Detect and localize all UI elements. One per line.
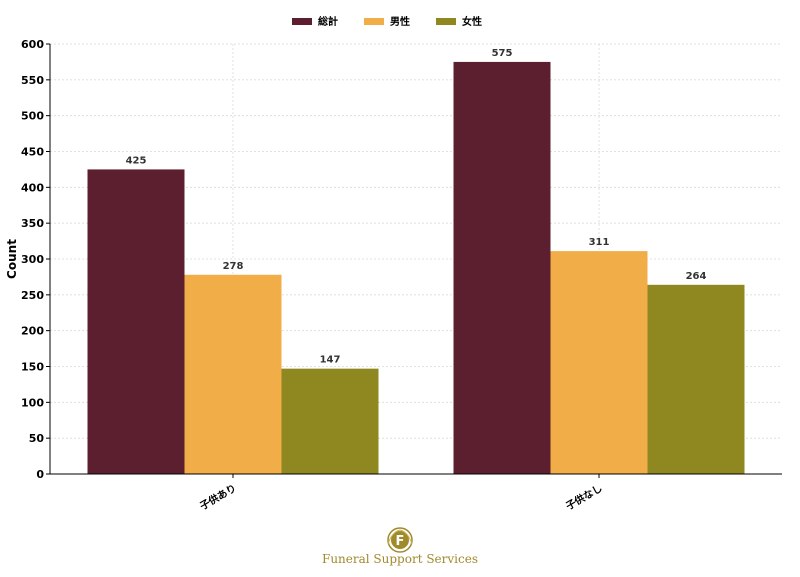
y-tick-label: 550: [21, 74, 44, 87]
bar-男性-子供あり: [184, 274, 282, 474]
y-tick-label: 50: [29, 432, 45, 445]
legend-swatch: [364, 18, 384, 25]
bar-女性-子供なし: [647, 284, 745, 474]
svg-text:F: F: [396, 534, 405, 549]
company-logo: F Funeral Support Services: [300, 526, 500, 570]
logo-emblem-icon: F: [387, 527, 413, 553]
y-axis-label: Count: [5, 239, 19, 279]
y-tick-label: 400: [21, 181, 44, 194]
y-tick-label: 500: [21, 110, 44, 123]
bar-男性-子供なし: [550, 251, 648, 474]
y-tick-label: 200: [21, 325, 44, 338]
y-tick-label: 600: [21, 38, 44, 51]
data-label: 278: [223, 261, 244, 272]
data-label: 575: [492, 48, 513, 59]
y-tick-label: 450: [21, 146, 44, 159]
legend-swatch: [292, 18, 312, 25]
y-tick-label: 350: [21, 217, 44, 230]
bar-総計-子供なし: [453, 61, 551, 475]
y-tick-label: 300: [21, 253, 44, 266]
logo-caption: Funeral Support Services: [322, 552, 478, 566]
legend-label: 総計: [318, 15, 338, 28]
bar-総計-子供あり: [87, 169, 185, 474]
x-tick-label: 子供あり: [197, 481, 238, 512]
legend-label: 女性: [462, 15, 482, 28]
y-tick-label: 0: [36, 468, 44, 481]
data-label: 264: [686, 271, 707, 282]
legend-swatch: [436, 18, 456, 25]
data-label: 425: [126, 155, 147, 166]
y-tick-label: 250: [21, 289, 44, 302]
legend-label: 男性: [390, 15, 410, 28]
x-tick-label: 子供なし: [563, 481, 604, 512]
y-tick-label: 150: [21, 361, 44, 374]
y-tick-label: 100: [21, 396, 44, 409]
data-label: 147: [320, 355, 341, 366]
data-label: 311: [589, 237, 610, 248]
bar-女性-子供あり: [281, 368, 379, 474]
